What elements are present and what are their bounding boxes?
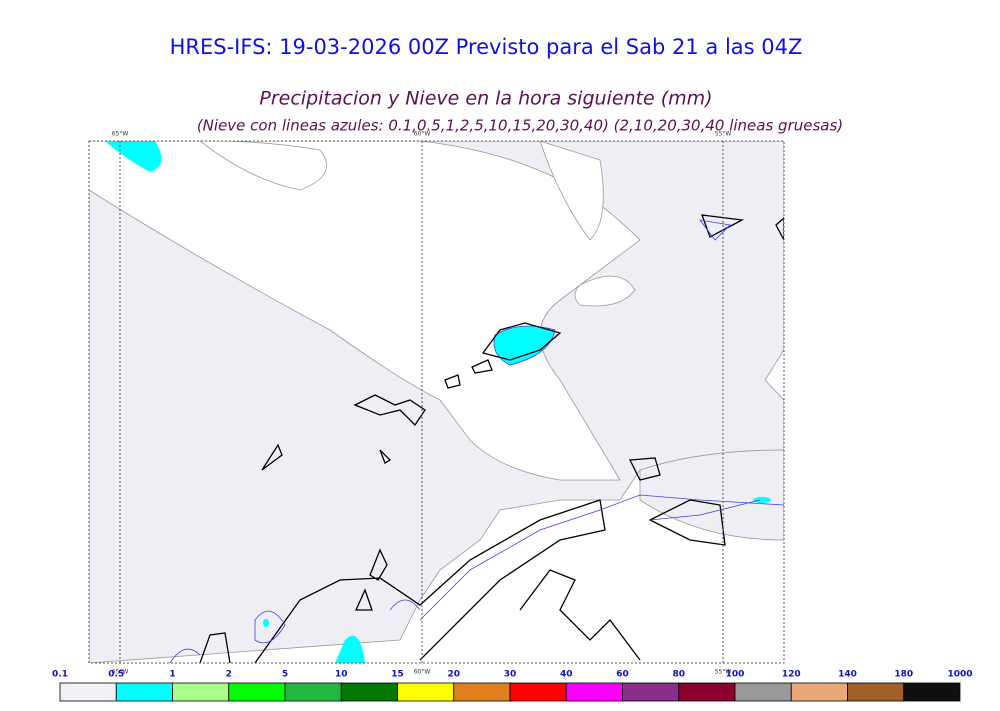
colorbar-label: 0.5 (108, 670, 124, 680)
colorbar-swatch (734, 682, 792, 702)
colorbar-swatch (228, 682, 286, 702)
map-frame (88, 140, 785, 664)
colorbar-swatch (565, 682, 623, 702)
meridian-label: 55°W (715, 131, 732, 138)
meridian-label: 65°W (112, 131, 129, 138)
colorbar-label: 15 (391, 670, 404, 680)
snow-area (105, 141, 162, 172)
colorbar-label: 10 (335, 670, 348, 680)
snow-area (493, 325, 556, 366)
dry-area (199, 141, 328, 191)
colorbar-swatch (115, 682, 173, 702)
colorbar-swatch (340, 682, 398, 702)
snow-area (753, 497, 771, 503)
snow-area (263, 619, 269, 627)
colorbar-swatch (509, 682, 567, 702)
snow-line (169, 219, 784, 663)
map (88, 140, 785, 664)
snow-area (335, 635, 365, 663)
colorbar-label: 120 (782, 670, 801, 680)
colorbar-label: 60 (616, 670, 629, 680)
colorbar-swatch (903, 682, 961, 702)
meridian-label: 60°W (414, 669, 431, 676)
colorbar-label: 5 (282, 670, 288, 680)
colorbar-label: 20 (447, 670, 460, 680)
colorbar-swatch (59, 682, 117, 702)
dry-area (574, 275, 636, 307)
meridian-label: 60°W (414, 131, 431, 138)
meridian-label: 65°W (112, 669, 129, 676)
subtitle: Precipitacion y Nieve en la hora siguien… (259, 88, 712, 110)
colorbar-label: 80 (672, 670, 685, 680)
colorbar-swatch (790, 682, 848, 702)
colorbar-label: 180 (894, 670, 913, 680)
colorbar-swatch (172, 682, 230, 702)
title: HRES-IFS: 19-03-2026 00Z Previsto para e… (170, 35, 803, 59)
note: (Nieve con lineas azules: 0.1,0.5,1,2,5,… (197, 117, 843, 135)
colorbar-label: 0.1 (52, 670, 68, 680)
dry-area (539, 141, 604, 241)
colorbar-swatch (678, 682, 736, 702)
colorbar-swatch (622, 682, 680, 702)
colorbar-swatch (847, 682, 905, 702)
colorbar-label: 100 (726, 670, 745, 680)
colorbar-swatch (397, 682, 455, 702)
colorbar-label: 30 (504, 670, 517, 680)
colorbar-swatch (453, 682, 511, 702)
colorbar-label: 140 (838, 670, 857, 680)
colorbar-swatch (284, 682, 342, 702)
colorbar-label: 1000 (947, 670, 972, 680)
colorbar-label: 1 (169, 670, 175, 680)
colorbar-label: 40 (560, 670, 573, 680)
meridian-label: 55°W (715, 669, 732, 676)
colorbar-label: 2 (226, 670, 232, 680)
